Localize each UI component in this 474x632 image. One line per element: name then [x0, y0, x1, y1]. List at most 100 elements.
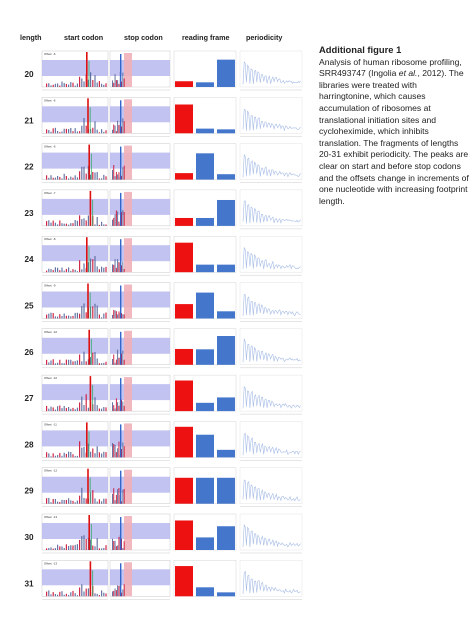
- start-hist-bar: [103, 174, 105, 180]
- stop-hist-bar: [113, 164, 115, 180]
- start-hist-bar: [98, 408, 100, 412]
- periodicity-line: [242, 432, 301, 456]
- start-codon-panel: Offset: -7: [41, 189, 109, 230]
- start-hist-bar: [103, 131, 105, 134]
- start-hist-bar: [83, 218, 85, 226]
- reading-frame-chart: [173, 50, 237, 88]
- start-codon-panel: Offset: -10: [41, 328, 109, 368]
- start-codon-panel: Offset: -6: [41, 143, 109, 183]
- start-hist-bar: [50, 406, 52, 412]
- start-hist-bar: [50, 85, 52, 87]
- cds-region-box: [42, 337, 108, 354]
- frame-2-bar: [217, 129, 235, 134]
- start-hist-bar: [105, 83, 107, 87]
- offset-label: Offset: -6: [44, 52, 56, 56]
- cds-region-box: [110, 569, 170, 586]
- start-codon-panel: Offset: -11: [41, 421, 109, 461]
- start-hist-bar: [81, 78, 83, 87]
- start-hist-bar: [105, 176, 107, 180]
- stop-hist-bar: [114, 214, 116, 226]
- start-hist-bar: [61, 316, 63, 319]
- frame-0-bar: [175, 304, 193, 319]
- offset-label: Offset: -10: [44, 376, 57, 380]
- header-length: length: [20, 33, 42, 42]
- stop-peak: [120, 470, 122, 504]
- start-hist-bar: [74, 456, 76, 458]
- stop-hist-bar: [112, 493, 113, 504]
- start-hist-bar: [81, 269, 83, 273]
- start-hist-bar: [65, 359, 67, 365]
- stop-hist-bar: [117, 211, 119, 226]
- start-hist-bar: [92, 545, 94, 550]
- start-hist-bar: [105, 452, 107, 458]
- start-hist-bar: [98, 132, 100, 134]
- start-hist-bar: [68, 224, 70, 226]
- row-length-25: 25 Offset: -9: [24, 282, 303, 322]
- start-hist-bar: [68, 178, 70, 180]
- start-hist-bar: [63, 83, 65, 87]
- stop-hist-bar: [118, 311, 120, 319]
- start-hist-bar: [90, 258, 92, 273]
- stop-hist-bar: [122, 72, 124, 87]
- row-length-27: 27 Offset: -10: [24, 374, 303, 415]
- periodicity-plot: [239, 467, 303, 507]
- stop-hist-bar: [123, 405, 125, 412]
- start-hist-bar: [103, 313, 105, 319]
- start-hist-bar: [79, 495, 81, 504]
- cds-region-box: [110, 523, 170, 539]
- start-marker: [89, 107, 91, 134]
- stop-peak: [120, 54, 122, 87]
- start-hist-bar: [48, 220, 50, 226]
- start-hist-bar: [70, 500, 72, 504]
- stop-peak: [120, 285, 122, 319]
- start-hist-bar: [57, 224, 59, 226]
- start-hist-bar: [85, 173, 87, 180]
- start-hist-bar: [72, 315, 74, 319]
- offset-label: Offset: -13: [44, 561, 57, 565]
- start-hist-bar: [70, 359, 72, 365]
- start-hist-bar: [103, 547, 105, 550]
- start-hist-bar: [98, 363, 100, 365]
- start-hist-bar: [76, 83, 78, 87]
- start-hist-bar: [81, 219, 83, 226]
- start-hist-bar: [94, 172, 96, 180]
- stop-hist-bar: [122, 442, 124, 458]
- start-hist-bar: [101, 453, 103, 458]
- start-hist-bar: [96, 266, 98, 273]
- start-peak: [86, 52, 88, 87]
- start-hist-bar: [57, 544, 59, 550]
- start-hist-bar: [96, 305, 98, 319]
- start-marker: [92, 385, 94, 412]
- stop-hist-bar: [114, 540, 116, 550]
- frame-2-bar: [217, 592, 235, 597]
- cds-region-box: [42, 523, 108, 539]
- start-hist-bar: [54, 363, 56, 365]
- cds-region-box: [42, 384, 108, 401]
- periodicity-plot: [239, 235, 303, 276]
- stop-hist-bar: [112, 442, 113, 458]
- start-marker: [88, 246, 90, 273]
- start-hist-bar: [70, 452, 72, 458]
- figure-caption: Additional figure 1 Analysis of human rib…: [319, 44, 469, 207]
- start-codon-panel: Offset: -13: [41, 513, 109, 554]
- stop-hist-bar: [113, 354, 115, 365]
- start-hist-bar: [61, 591, 63, 597]
- start-hist-bar: [105, 593, 107, 597]
- stop-codon-box: [124, 99, 132, 134]
- start-hist-bar: [103, 451, 105, 458]
- start-hist-bar: [105, 498, 107, 504]
- start-hist-bar: [96, 593, 98, 597]
- stop-hist-bar: [123, 359, 125, 365]
- start-hist-bar: [46, 405, 48, 412]
- start-hist-bar: [72, 407, 74, 412]
- start-hist-bar: [63, 594, 65, 597]
- start-hist-bar: [59, 501, 61, 504]
- stop-hist-bar: [114, 310, 116, 319]
- start-hist-bar: [59, 359, 61, 365]
- start-codon-panel: Offset: -9: [41, 282, 109, 322]
- periodicity-line: [242, 153, 301, 178]
- start-hist-bar: [94, 498, 96, 504]
- start-codon-panel: Offset: -12: [41, 467, 109, 507]
- start-hist-bar: [83, 81, 85, 87]
- stop-hist-bar: [117, 174, 119, 180]
